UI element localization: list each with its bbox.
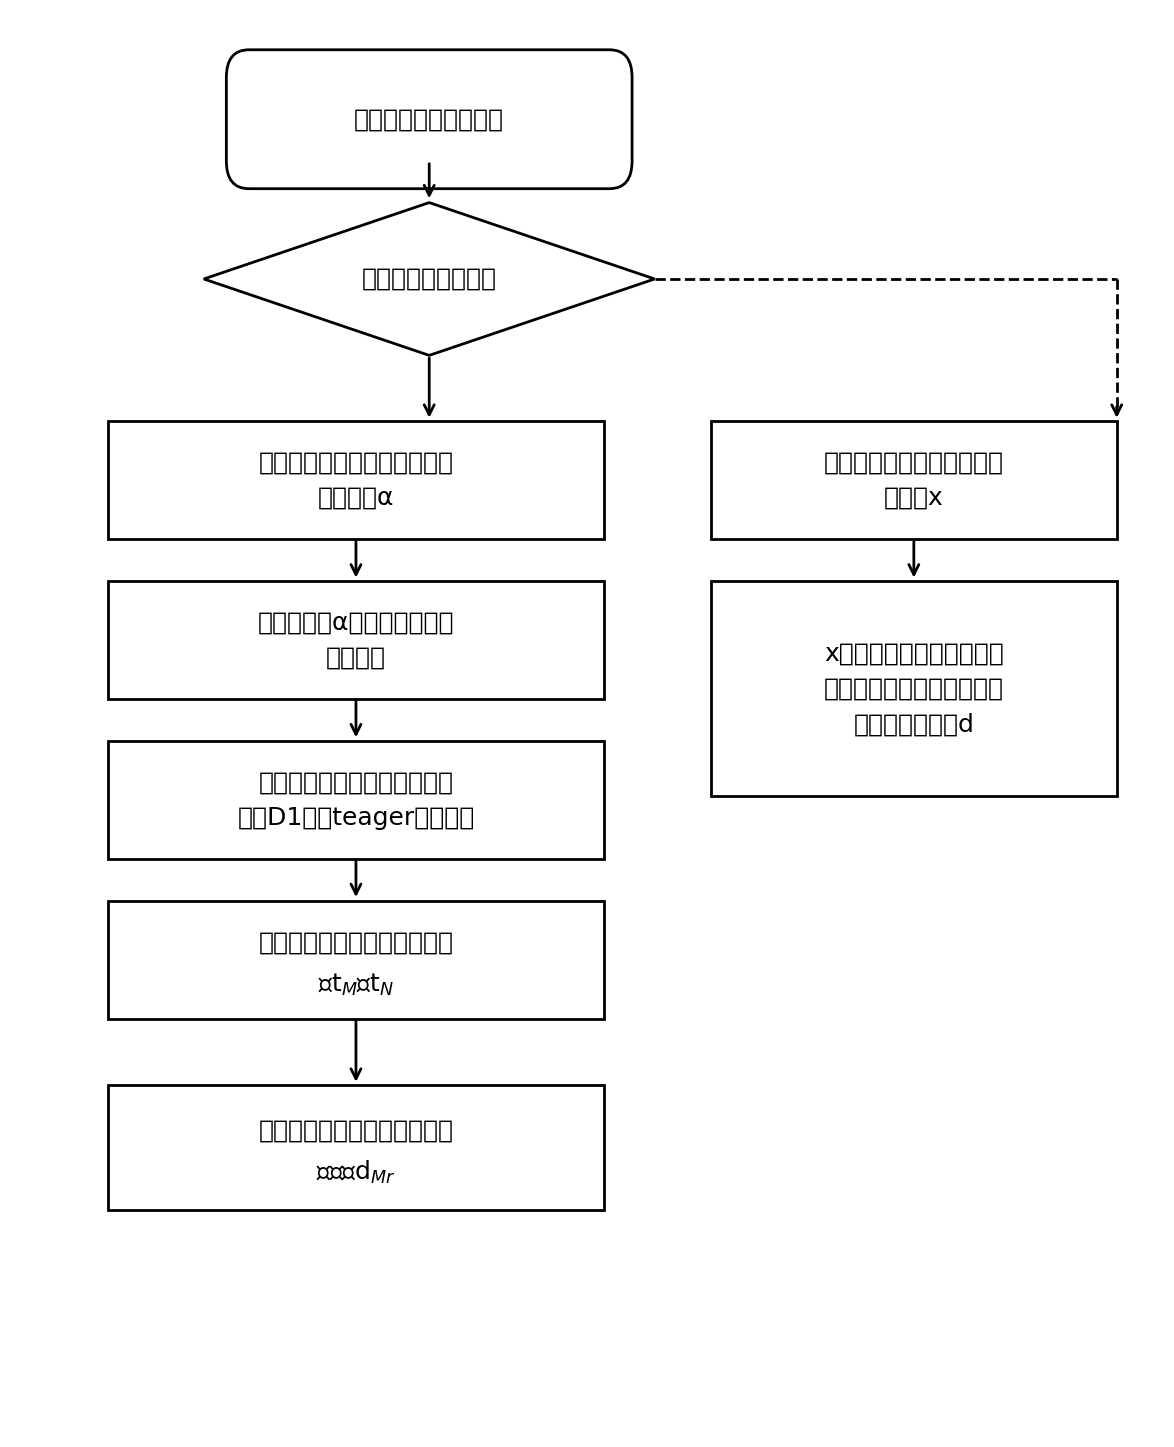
Polygon shape: [204, 203, 655, 356]
Text: 获取三相电压电流信号: 获取三相电压电流信号: [355, 107, 504, 132]
Bar: [108, 741, 603, 860]
Text: 代入单端阻抗法公式计算故
障距离x: 代入单端阻抗法公式计算故 障距离x: [824, 450, 1004, 511]
Bar: [711, 421, 1116, 540]
Bar: [108, 900, 603, 1019]
Bar: [108, 1085, 603, 1210]
Bar: [108, 582, 603, 699]
Bar: [711, 582, 1116, 796]
Text: 得到行波波头到达测量端的时: 得到行波波头到达测量端的时: [258, 930, 453, 955]
Text: 代入故障距离计算公式得到故: 代入故障距离计算公式得到故: [258, 1119, 453, 1143]
FancyBboxPatch shape: [227, 49, 632, 188]
Text: 故障指示器是否报警: 故障指示器是否报警: [362, 268, 497, 291]
Text: 对线模分量α进行多分辨率奇
异值分解: 对线模分量α进行多分辨率奇 异值分解: [258, 611, 454, 670]
Text: x减去该支路节点到测量端
的距离，即得到故障点到该
支路节点的距离d: x减去该支路节点到测量端 的距离，即得到故障点到该 支路节点的距离d: [824, 641, 1004, 737]
Text: 对三相电流信号进行解耦得到
线模分量α: 对三相电流信号进行解耦得到 线模分量α: [258, 450, 453, 511]
Text: 对分解得到的第一个细节信号
分量D1进行teager能量计算: 对分解得到的第一个细节信号 分量D1进行teager能量计算: [237, 770, 474, 829]
Text: 障距离d$_{Mr}$: 障距离d$_{Mr}$: [316, 1159, 396, 1185]
Bar: [108, 421, 603, 540]
Text: 间t$_M$和t$_N$: 间t$_M$和t$_N$: [318, 971, 394, 998]
